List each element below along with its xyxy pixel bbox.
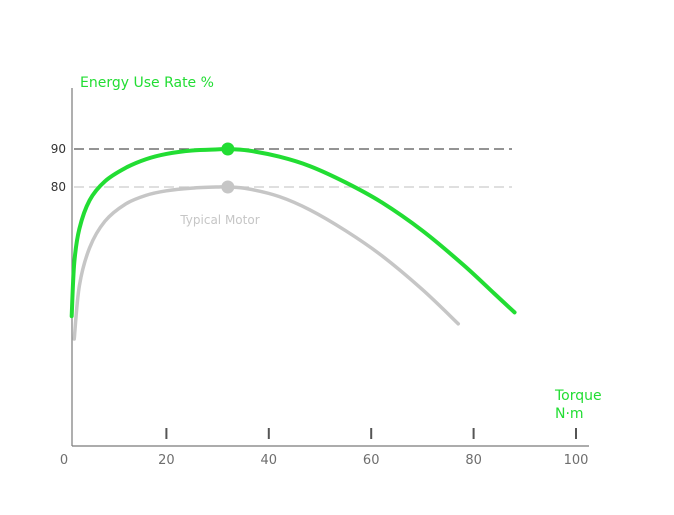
- x-axis-title-line2: N·m: [555, 406, 584, 422]
- x-tick-label: 40: [261, 453, 278, 468]
- series-line-typical: [72, 185, 460, 341]
- y-tick-label: 90: [51, 142, 66, 156]
- x-tick-label: 100: [564, 453, 589, 468]
- series-group: Typical Motor: [69, 142, 517, 341]
- x-tick-label: 20: [158, 453, 175, 468]
- y-tick-label: 80: [51, 180, 66, 194]
- typical-motor-label: Typical Motor: [179, 213, 259, 227]
- x-ticks: 0 20 40 60 80 100: [60, 428, 589, 468]
- primary-peak-marker: [221, 142, 235, 156]
- x-axis-title-line1: Torque: [554, 388, 602, 404]
- y-ticks: 80 90: [51, 142, 66, 194]
- x-tick-label: 80: [465, 453, 482, 468]
- x-tick-label: 60: [363, 453, 380, 468]
- reference-lines: [74, 148, 512, 188]
- typical-peak-marker: [221, 180, 235, 194]
- y-axis-title: Energy Use Rate %: [80, 75, 214, 91]
- x-tick-label: 0: [60, 453, 68, 468]
- series-line-primary: [69, 146, 517, 319]
